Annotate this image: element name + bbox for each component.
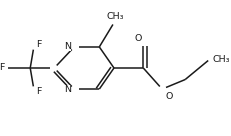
Text: O: O: [166, 92, 173, 101]
Text: F: F: [36, 40, 41, 49]
Text: O: O: [134, 34, 142, 43]
Text: N: N: [64, 85, 71, 94]
Text: CH₃: CH₃: [106, 12, 124, 21]
Text: F: F: [36, 87, 41, 96]
Text: F: F: [0, 64, 5, 72]
Text: CH₃: CH₃: [213, 55, 230, 64]
Text: N: N: [64, 42, 71, 51]
